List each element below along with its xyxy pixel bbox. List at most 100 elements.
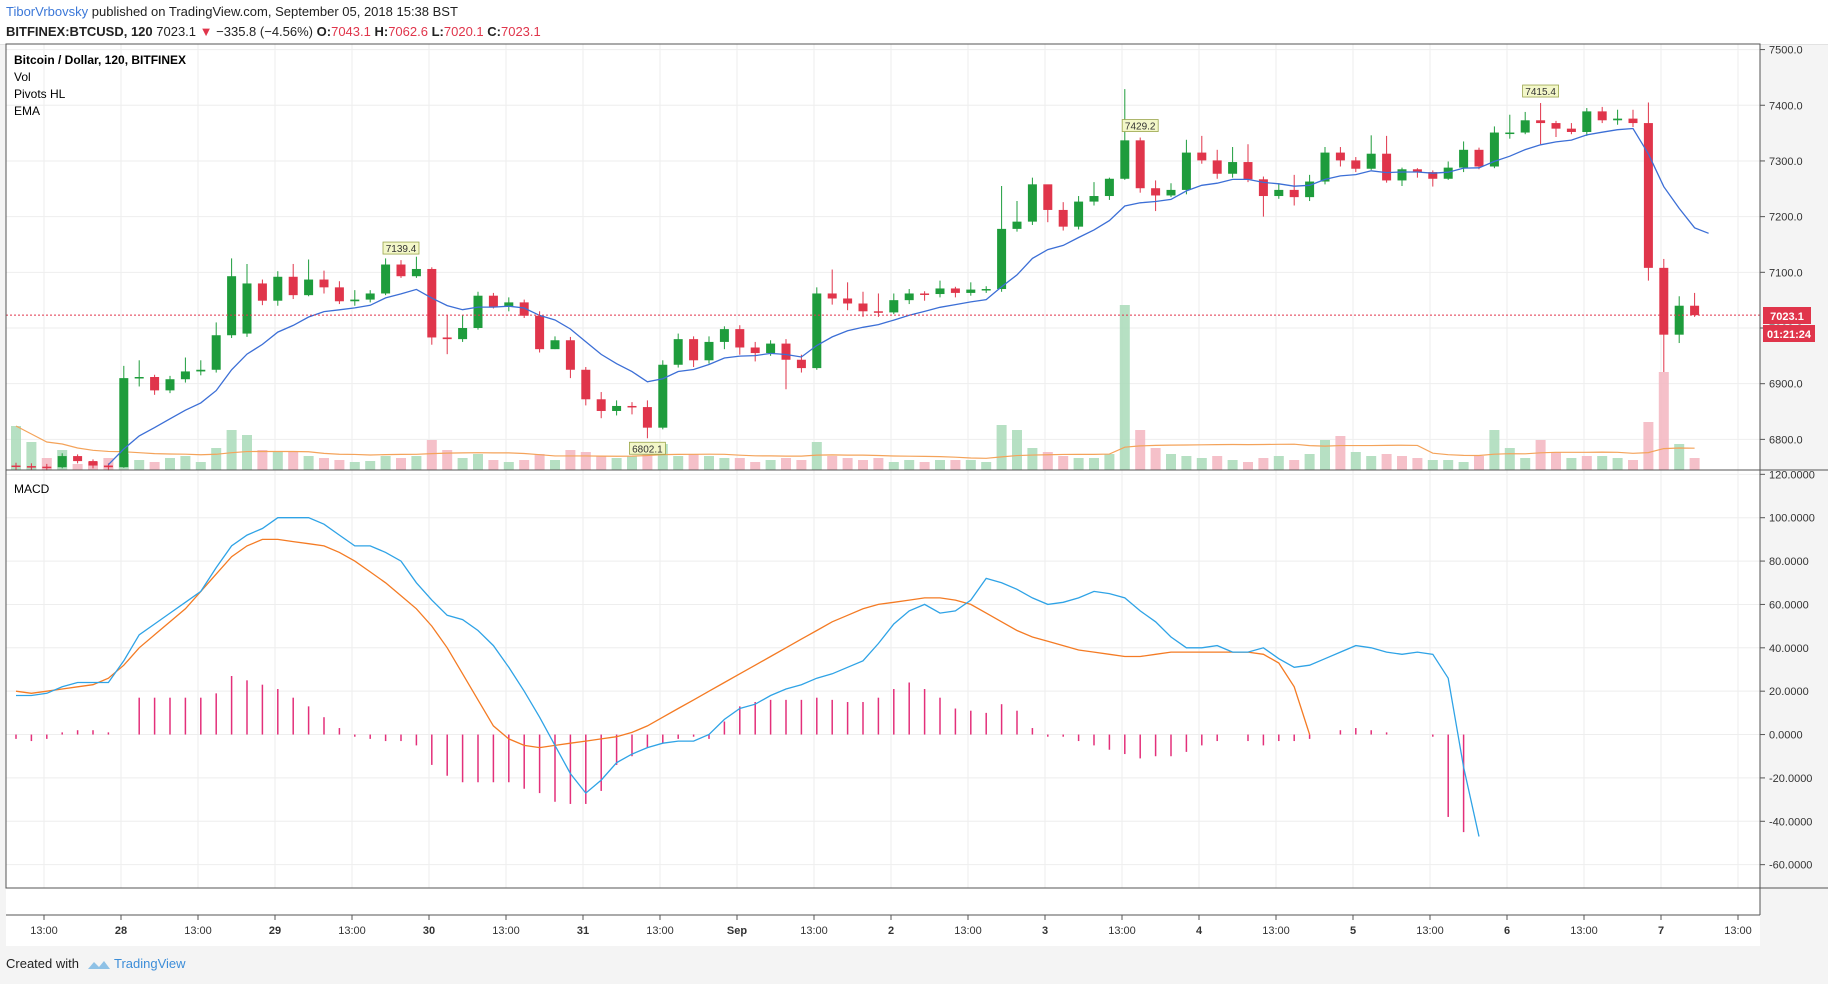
candle-up <box>1089 196 1099 202</box>
candle-up <box>1104 178 1114 197</box>
candle-up <box>473 295 483 328</box>
candle-up <box>381 264 391 294</box>
candle-down <box>1058 209 1068 227</box>
candle-down <box>1643 123 1653 268</box>
candle-down <box>1597 111 1607 121</box>
candle-down <box>950 288 960 293</box>
pivot-label: 7415.4 <box>1525 87 1556 98</box>
candle-up <box>165 379 175 391</box>
macd-line <box>16 517 1480 837</box>
pivot-label-box <box>629 441 666 455</box>
candle-down <box>1335 152 1345 161</box>
candle-up <box>704 341 714 361</box>
time-tick-label: 13:00 <box>646 925 674 937</box>
candle-down <box>88 461 98 466</box>
time-tick-label: 13:00 <box>1570 925 1598 937</box>
candle-up <box>1320 152 1330 182</box>
volume-bar <box>1119 305 1130 470</box>
candle-down <box>42 466 52 469</box>
volume-bar <box>1289 460 1300 470</box>
time-tick-label: 4 <box>1196 925 1203 937</box>
time-tick-label: 13:00 <box>1262 925 1290 937</box>
volume-bar <box>888 462 899 470</box>
candle-down <box>1197 152 1207 161</box>
author-link[interactable]: TiborVrbovsky <box>6 4 89 19</box>
candle-down <box>1566 128 1576 132</box>
candle-up <box>1459 149 1469 168</box>
candle-up <box>1181 152 1191 190</box>
candle-down <box>1412 169 1422 173</box>
volume-bar <box>26 442 37 470</box>
close-label: C: <box>487 24 501 39</box>
volume-bar <box>180 456 191 470</box>
pivots-indicator-label[interactable]: Pivots HL <box>14 87 66 101</box>
vol-indicator-label[interactable]: Vol <box>14 70 31 84</box>
volume-bar <box>334 460 345 470</box>
countdown-badge-label: 01:21:24 <box>1767 329 1812 341</box>
volume-bar <box>1212 456 1223 470</box>
volume-bar <box>1273 456 1284 470</box>
frame-layer <box>5 43 1828 916</box>
price-tick-label: 6900.0 <box>1769 379 1803 391</box>
time-tick-label: 13:00 <box>30 925 58 937</box>
volume-bar <box>950 460 961 470</box>
volume-bar <box>1458 462 1469 470</box>
candle-up <box>889 300 899 313</box>
candle-down <box>1428 172 1438 179</box>
candle-down <box>11 465 21 468</box>
candle-down <box>920 293 930 295</box>
candle-down <box>596 399 606 411</box>
tradingview-brand-link[interactable]: TradingView <box>114 956 186 971</box>
volume-bar <box>596 456 607 470</box>
time-tick-label: Sep <box>727 925 747 937</box>
candle-up <box>981 289 991 291</box>
candle-down <box>1243 162 1253 180</box>
time-tick-label: 13:00 <box>1724 925 1752 937</box>
candle-up <box>904 293 914 301</box>
time-tick-label: 13:00 <box>1108 925 1136 937</box>
volume-bar <box>519 460 530 470</box>
volume-bar <box>149 462 160 470</box>
candle-down <box>442 337 452 340</box>
volume-bar <box>1166 454 1176 470</box>
candle-down <box>396 264 406 277</box>
ema-indicator-label[interactable]: EMA <box>14 104 40 118</box>
created-with-text: Created with <box>6 956 79 971</box>
high-label: H: <box>374 24 389 39</box>
candle-up <box>365 293 375 300</box>
volume-bar <box>1366 456 1377 470</box>
tradingview-logo-icon <box>87 960 110 969</box>
volume-bar <box>811 442 822 470</box>
volume-bar <box>1058 456 1069 470</box>
volume-bar <box>1350 452 1361 470</box>
candle-down <box>581 369 591 400</box>
macd-indicator-label[interactable]: MACD <box>14 482 50 496</box>
candle-down <box>1551 123 1561 129</box>
candle-down <box>781 343 791 360</box>
volume-bar <box>919 462 930 470</box>
candle-down <box>1382 153 1392 181</box>
time-tick-label: 29 <box>269 925 281 937</box>
candle-up <box>242 283 252 334</box>
volume-bar <box>1412 458 1423 470</box>
high-value: 7062.6 <box>388 24 428 39</box>
candle-down <box>257 283 267 301</box>
volume-bar <box>1674 444 1685 470</box>
volume-bar <box>319 458 329 470</box>
price-tick-label: 6800.0 <box>1769 434 1803 446</box>
pivot-label-box <box>1121 119 1159 132</box>
candle-up <box>211 335 221 370</box>
candle-up <box>1228 162 1238 174</box>
candle-down <box>689 339 699 361</box>
macd-tick-label: -40.0000 <box>1769 816 1812 828</box>
volume-bar <box>1520 458 1531 470</box>
candle-up <box>119 378 129 468</box>
candle-up <box>196 369 206 372</box>
volume-bar <box>442 450 453 470</box>
volume-bar <box>1489 430 1500 470</box>
volume-bar <box>873 458 884 470</box>
candle-up <box>997 228 1007 290</box>
price-tick-label: 7500.0 <box>1769 45 1803 57</box>
volume-bar <box>657 444 668 470</box>
